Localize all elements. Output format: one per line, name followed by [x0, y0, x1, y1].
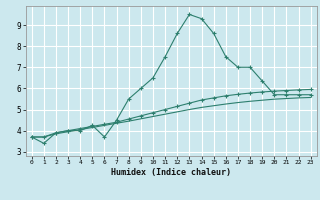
X-axis label: Humidex (Indice chaleur): Humidex (Indice chaleur) [111, 168, 231, 177]
